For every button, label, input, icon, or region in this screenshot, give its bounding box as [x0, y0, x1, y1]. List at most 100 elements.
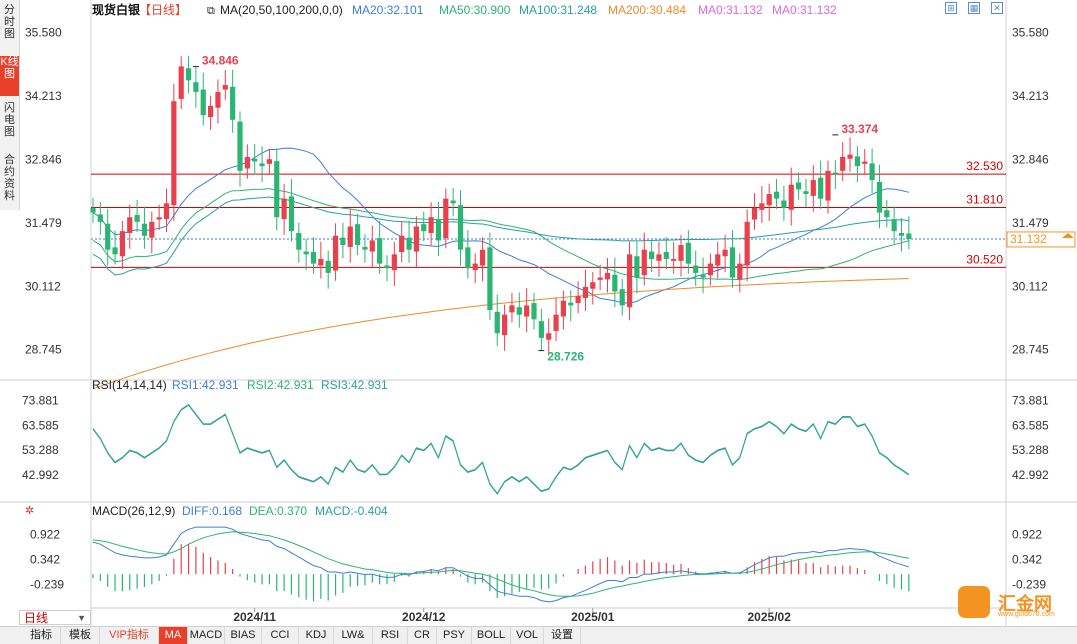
candle-body: [208, 105, 214, 117]
candle-body: [641, 249, 647, 276]
candle-body: [178, 66, 184, 99]
ma-params: MA(20,50,100,200,0,0): [220, 3, 343, 17]
candle-body: [281, 198, 287, 220]
candle-body: [546, 333, 552, 340]
candle-body: [906, 233, 912, 240]
candle-body: [413, 226, 419, 252]
price-tick-left: 28.745: [25, 343, 62, 357]
tab-cr[interactable]: CR: [408, 627, 437, 644]
price-tick-right: 28.745: [1012, 343, 1049, 357]
candle-body: [524, 305, 530, 317]
candle-body: [340, 237, 346, 246]
tab-vol[interactable]: VOL: [511, 627, 544, 644]
price-tick-right: 32.846: [1012, 152, 1049, 166]
tab-settings[interactable]: 设置: [544, 627, 581, 644]
tab-bias[interactable]: BIAS: [225, 627, 262, 644]
period-select[interactable]: 日线 ▼: [19, 610, 91, 625]
annotation-label: 33.374: [841, 122, 878, 136]
candle-body: [729, 247, 736, 278]
rsi1-line: [92, 404, 910, 495]
tab-rsi[interactable]: RSI: [373, 627, 408, 644]
macd-tick-left: 0.342: [30, 553, 60, 567]
candle-body: [560, 300, 566, 317]
last-price-tag: [1006, 231, 1076, 248]
tab-psy[interactable]: PSY: [437, 627, 472, 644]
chart-canvas[interactable]: 32.530 31.810 30.520 31.132 34.846 28.726 33.…: [0, 0, 1077, 626]
ma200-line: [92, 278, 909, 390]
candle-body: [244, 156, 250, 169]
ma20-line: [92, 147, 909, 304]
candle-body: [369, 240, 375, 252]
macd-dea-value: DEA:0.370: [249, 504, 307, 518]
rsi-title: RSI(14,14,14): [92, 378, 167, 392]
chevron-down-icon: ▼: [77, 613, 86, 623]
candle-body: [707, 263, 713, 276]
candle-body: [435, 219, 442, 241]
macd-diff-value: DIFF:0.168: [182, 504, 242, 518]
candle-body: [384, 265, 390, 269]
tab-vip-indicators[interactable]: VIP指标: [100, 627, 159, 644]
macd-title: MACD(26,12,9): [92, 504, 175, 518]
macd-settings-icon[interactable]: ✲: [25, 505, 34, 517]
tab-macd[interactable]: MACD: [188, 627, 225, 644]
rsi-tick-left: 53.288: [22, 443, 59, 457]
candle-body: [604, 272, 611, 280]
tab-kdj[interactable]: KDJ: [299, 627, 334, 644]
candle-body: [296, 233, 302, 250]
tab-lw[interactable]: LW&: [334, 627, 373, 644]
tab-contract-info[interactable]: 合约资料: [4, 154, 15, 202]
macd-tick-right: 0.922: [1012, 528, 1042, 542]
candle-body: [193, 82, 199, 92]
candle-body: [156, 217, 162, 220]
candle-body: [737, 263, 743, 280]
axis-labels: 35.580 35.580 34.213 34.213 32.846 32.846 31.4…: [22, 26, 1049, 624]
left-tab-bar: 分时图 K线图 闪电图 合约资料: [0, 0, 20, 210]
candle-body: [898, 233, 905, 236]
rsi-tick-left: 42.992: [22, 468, 59, 482]
macd-diff-line: [92, 526, 909, 603]
tab-templates[interactable]: 模板: [61, 627, 100, 644]
candle-body: [443, 198, 449, 239]
rsi-tick-left: 63.585: [22, 418, 59, 432]
tab-boll[interactable]: BOLL: [472, 627, 511, 644]
macd-tick-right: -0.239: [1012, 577, 1046, 591]
candle-body: [766, 194, 772, 206]
horizontal-line-label: 30.520: [966, 252, 1003, 266]
candle-body: [252, 158, 258, 162]
candle-body: [803, 191, 809, 195]
candle-body: [237, 121, 243, 171]
candle-body: [818, 177, 824, 199]
candle-body: [671, 258, 677, 261]
tab-time-sharing[interactable]: 分时图: [4, 4, 15, 40]
rsi-tick-right: 53.288: [1012, 443, 1049, 457]
close-icon[interactable]: ✕: [991, 2, 1003, 14]
tab-cci[interactable]: CCI: [262, 627, 299, 644]
candle-body: [288, 196, 295, 232]
candle-body: [773, 191, 780, 199]
candle-body: [568, 302, 574, 306]
candle-body: [428, 217, 434, 233]
macd-macd-value: MACD:-0.404: [315, 504, 388, 518]
macd-tick-right: 0.342: [1012, 553, 1042, 567]
candle-body: [127, 217, 133, 233]
horizontal-lines: 32.530 31.810 30.520 31.132: [91, 159, 1076, 268]
layout-icon[interactable]: ▦: [968, 2, 980, 14]
candle-body: [355, 224, 361, 246]
candle-body: [854, 156, 860, 167]
candle-body: [362, 246, 368, 250]
candle-body: [266, 159, 272, 164]
moving-average-lines: [92, 147, 909, 390]
tab-kline[interactable]: K线图: [0, 56, 19, 96]
candle-body: [494, 311, 500, 334]
watermark-name: 汇金网: [998, 594, 1052, 614]
candle-body: [891, 219, 897, 232]
tab-indicators[interactable]: 指标: [22, 627, 61, 644]
header-ma-settings-icon[interactable]: ⧉: [207, 5, 215, 17]
candle-body: [884, 210, 890, 218]
candle-body: [876, 181, 883, 213]
candle-body: [421, 224, 427, 232]
candle-body: [715, 254, 721, 266]
expand-icon[interactable]: ⊞: [945, 2, 957, 14]
tab-flash-chart[interactable]: 闪电图: [4, 102, 15, 138]
tab-ma[interactable]: MA: [159, 627, 188, 644]
